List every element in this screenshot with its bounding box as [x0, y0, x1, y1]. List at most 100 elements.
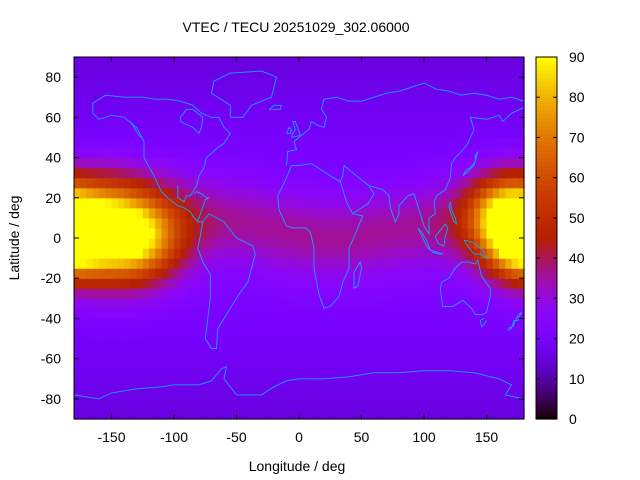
- heatmap-cell: [430, 97, 437, 108]
- x-axis-label: Longitude / deg: [249, 458, 346, 474]
- heatmap-cell: [99, 308, 106, 319]
- heatmap-cell: [118, 57, 125, 68]
- heatmap-cell: [80, 308, 87, 319]
- heatmap-cell: [443, 258, 450, 269]
- heatmap-cell: [268, 298, 275, 309]
- heatmap-cell: [118, 369, 125, 380]
- heatmap-cell: [418, 168, 425, 179]
- heatmap-cell: [474, 77, 481, 88]
- heatmap-cell: [237, 308, 244, 319]
- heatmap-cell: [412, 339, 419, 350]
- heatmap-cell: [312, 389, 319, 400]
- heatmap-cell: [262, 308, 269, 319]
- heatmap-cell: [462, 308, 469, 319]
- heatmap-cell: [274, 188, 281, 199]
- heatmap-cell: [337, 359, 344, 370]
- heatmap-cell: [124, 137, 131, 148]
- heatmap-cell: [368, 218, 375, 229]
- heatmap-cell: [224, 318, 231, 329]
- heatmap-cell: [430, 379, 437, 390]
- heatmap-cell: [137, 208, 144, 219]
- heatmap-cell: [105, 117, 112, 128]
- heatmap-cell: [130, 198, 137, 209]
- heatmap-cell: [487, 248, 494, 259]
- heatmap-cell: [349, 57, 356, 68]
- heatmap-cell: [305, 198, 312, 209]
- heatmap-cell: [337, 238, 344, 249]
- heatmap-cell: [74, 308, 81, 319]
- heatmap-cell: [499, 148, 506, 159]
- heatmap-cell: [424, 339, 431, 350]
- colorbar-segment: [536, 125, 557, 130]
- heatmap-cell: [87, 379, 94, 390]
- heatmap-cell: [355, 238, 362, 249]
- heatmap-cell: [168, 278, 175, 289]
- heatmap-cell: [212, 67, 219, 78]
- heatmap-cell: [330, 107, 337, 118]
- heatmap-cell: [112, 278, 119, 289]
- heatmap-cell: [330, 77, 337, 88]
- heatmap-cell: [405, 198, 412, 209]
- heatmap-cell: [455, 117, 462, 128]
- heatmap-cell: [93, 409, 100, 420]
- colorbar-segment: [536, 230, 557, 235]
- heatmap-cell: [312, 349, 319, 360]
- heatmap-cell: [162, 288, 169, 299]
- heatmap-cell: [424, 359, 431, 370]
- heatmap-cell: [168, 168, 175, 179]
- heatmap-cell: [468, 308, 475, 319]
- heatmap-cell: [474, 228, 481, 239]
- heatmap-cell: [87, 158, 94, 169]
- heatmap-cell: [468, 389, 475, 400]
- heatmap-cell: [362, 127, 369, 138]
- heatmap-cell: [330, 268, 337, 279]
- heatmap-cell: [199, 238, 206, 249]
- heatmap-cell: [262, 137, 269, 148]
- heatmap-cell: [505, 168, 512, 179]
- heatmap-cell: [287, 349, 294, 360]
- heatmap-cell: [74, 117, 81, 128]
- heatmap-cell: [437, 389, 444, 400]
- heatmap-cell: [124, 57, 131, 68]
- heatmap-cell: [243, 77, 250, 88]
- heatmap-cell: [162, 158, 169, 169]
- heatmap-cell: [362, 298, 369, 309]
- heatmap-cell: [212, 409, 219, 420]
- heatmap-cell: [499, 288, 506, 299]
- heatmap-cell: [505, 248, 512, 259]
- heatmap-cell: [430, 107, 437, 118]
- heatmap-cell: [462, 298, 469, 309]
- heatmap-cell: [237, 329, 244, 340]
- heatmap-cell: [149, 349, 156, 360]
- heatmap-cell: [312, 318, 319, 329]
- heatmap-cell: [199, 308, 206, 319]
- heatmap-cell: [280, 298, 287, 309]
- heatmap-cell: [93, 359, 100, 370]
- heatmap-cell: [430, 218, 437, 229]
- heatmap-cell: [487, 137, 494, 148]
- heatmap-cell: [480, 359, 487, 370]
- heatmap-cell: [368, 399, 375, 410]
- heatmap-cell: [274, 127, 281, 138]
- heatmap-cell: [324, 137, 331, 148]
- heatmap-cell: [187, 379, 194, 390]
- heatmap-cell: [130, 208, 137, 219]
- heatmap-cell: [318, 349, 325, 360]
- colorbar-segment: [536, 258, 557, 263]
- heatmap-cell: [143, 318, 150, 329]
- heatmap-cell: [87, 349, 94, 360]
- heatmap-cell: [437, 318, 444, 329]
- heatmap-cell: [162, 278, 169, 289]
- heatmap-cell: [230, 248, 237, 259]
- heatmap-cell: [218, 97, 225, 108]
- heatmap-cell: [268, 117, 275, 128]
- colorbar-tick-label: 80: [569, 89, 585, 105]
- colorbar-segment: [536, 343, 557, 348]
- heatmap-cell: [87, 198, 94, 209]
- heatmap-cell: [287, 359, 294, 370]
- heatmap-cell: [468, 359, 475, 370]
- heatmap-cell: [493, 389, 500, 400]
- heatmap-cell: [87, 208, 94, 219]
- colorbar-segment: [536, 85, 557, 90]
- heatmap-cell: [124, 329, 131, 340]
